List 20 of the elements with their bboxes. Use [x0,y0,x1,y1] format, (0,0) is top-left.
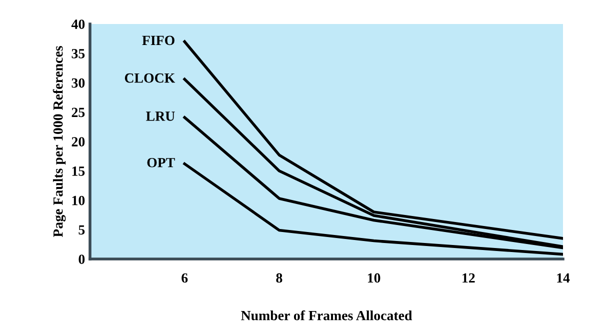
y-tick-label: 15 [72,166,85,176]
y-tick-label: 40 [71,20,85,29]
y-tick-label: 0 [78,254,85,264]
y-tick-label: 35 [72,48,85,58]
y-tick-label: 5 [78,225,85,235]
y-tick-label: 20 [72,137,85,146]
x-tick-label: 8 [276,273,282,283]
y-tick-label: 30 [72,78,85,88]
x-tick-label: 14 [557,273,570,283]
x-tick-label: 6 [182,273,188,283]
series-label: FIFO [142,36,174,46]
series-label: LRU [146,112,175,121]
y-axis-title: Page Faults per 1000 References [52,46,66,238]
x-tick-label: 12 [462,273,475,283]
series-label: OPT [147,158,175,168]
y-tick-label: 10 [72,196,85,206]
x-axis-title: Number of Frames Allocated [241,310,412,320]
y-tick-label: 25 [72,108,85,118]
x-tick-label: 10 [368,273,380,283]
series-label: CLOCK [124,73,176,83]
